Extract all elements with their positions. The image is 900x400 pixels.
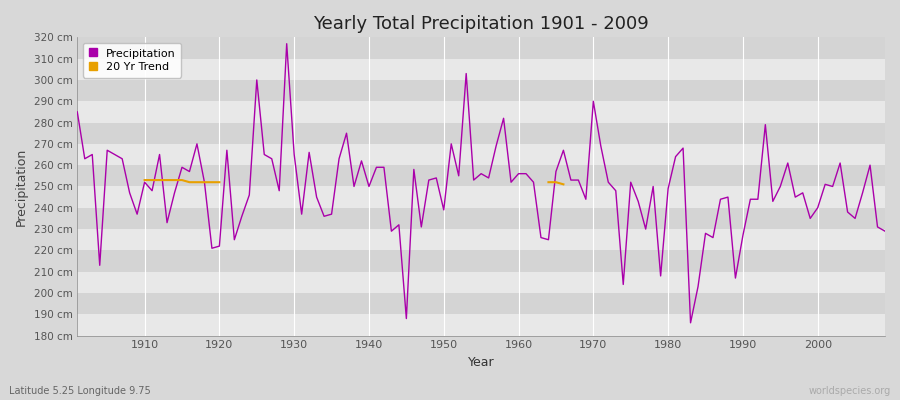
- Text: worldspecies.org: worldspecies.org: [809, 386, 891, 396]
- Bar: [77, 250, 885, 272]
- Bar: [77, 165, 885, 186]
- Bar: [77, 272, 885, 293]
- Bar: [77, 122, 885, 144]
- Text: Latitude 5.25 Longitude 9.75: Latitude 5.25 Longitude 9.75: [9, 386, 151, 396]
- Y-axis label: Precipitation: Precipitation: [15, 147, 28, 226]
- Bar: [77, 208, 885, 229]
- Bar: [77, 80, 885, 101]
- Bar: [77, 37, 885, 59]
- Bar: [77, 314, 885, 336]
- Bar: [77, 101, 885, 122]
- Bar: [77, 293, 885, 314]
- X-axis label: Year: Year: [468, 356, 494, 369]
- Bar: [77, 59, 885, 80]
- Bar: [77, 229, 885, 250]
- Legend: Precipitation, 20 Yr Trend: Precipitation, 20 Yr Trend: [83, 43, 182, 78]
- Title: Yearly Total Precipitation 1901 - 2009: Yearly Total Precipitation 1901 - 2009: [313, 15, 649, 33]
- Bar: [77, 144, 885, 165]
- Bar: [77, 186, 885, 208]
